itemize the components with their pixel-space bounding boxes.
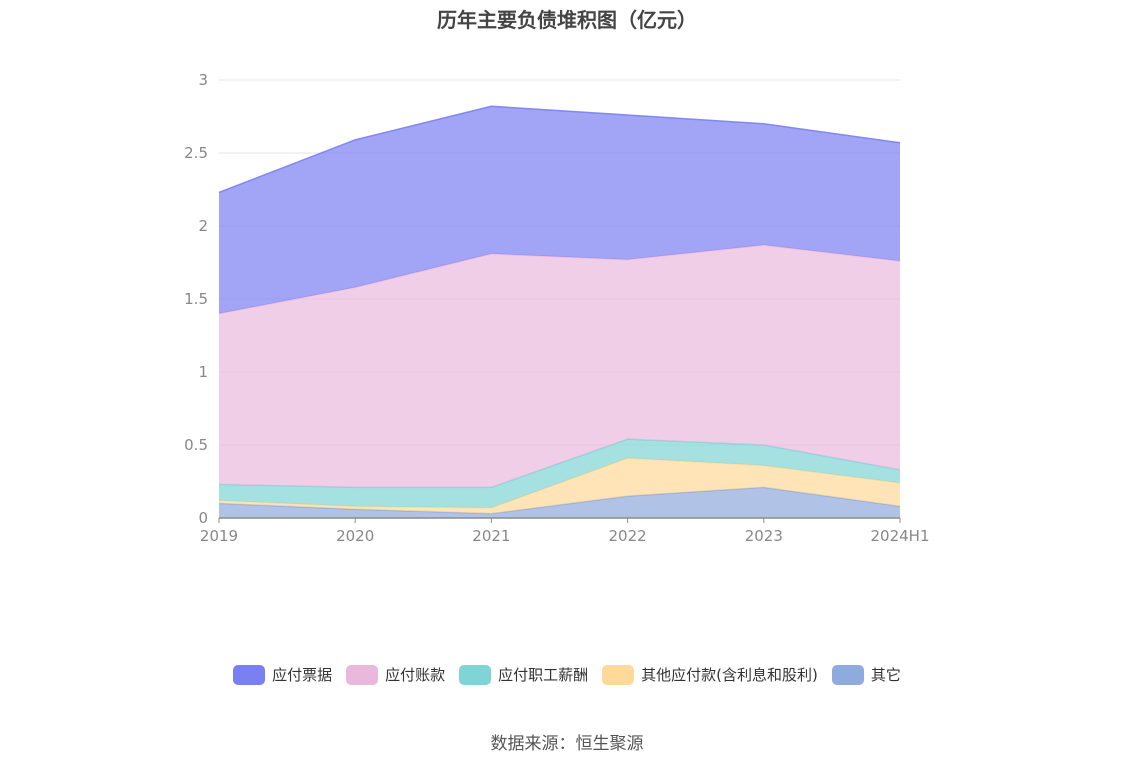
legend: 应付票据 应付账款 应付职工薪酬 其他应付款(含利息和股利) 其它 — [0, 664, 1134, 685]
legend-label: 其他应付款(含利息和股利) — [641, 666, 818, 684]
x-tick-label: 2024H1 — [871, 527, 930, 545]
legend-item-2[interactable]: 应付职工薪酬 — [459, 664, 588, 685]
y-tick-label: 0 — [198, 509, 208, 527]
x-tick-label: 2019 — [200, 527, 238, 545]
y-tick-label: 2.5 — [184, 144, 208, 162]
y-tick-label: 3 — [198, 71, 208, 89]
area-series-3 — [219, 244, 900, 488]
legend-label: 应付账款 — [385, 666, 446, 684]
legend-swatch — [346, 664, 379, 685]
legend-label: 应付职工薪酬 — [498, 666, 589, 684]
line-series-4 — [218, 105, 901, 194]
y-tick-label: 1 — [198, 363, 208, 381]
area-series-4 — [219, 106, 900, 314]
legend-item-3[interactable]: 其他应付款(含利息和股利) — [602, 664, 818, 685]
chart-title: 历年主要负债堆积图（亿元） — [437, 8, 697, 32]
y-tick-label: 2 — [198, 217, 208, 235]
x-tick-label: 2020 — [336, 527, 374, 545]
legend-swatch — [233, 664, 266, 685]
legend-swatch — [602, 664, 635, 685]
legend-item-1[interactable]: 应付账款 — [346, 664, 445, 685]
legend-swatch — [831, 664, 864, 685]
legend-swatch — [459, 664, 492, 685]
legend-item-4[interactable]: 其它 — [831, 664, 901, 685]
x-tick-label: 2022 — [609, 527, 647, 545]
area-series-2 — [219, 439, 900, 508]
area-series-1 — [219, 458, 900, 514]
legend-item-0[interactable]: 应付票据 — [233, 664, 332, 685]
y-tick-label: 1.5 — [184, 290, 208, 308]
x-tick-label: 2021 — [472, 527, 510, 545]
data-source-note: 数据来源：恒生聚源 — [490, 734, 644, 754]
y-tick-label: 0.5 — [184, 436, 208, 454]
x-tick-label: 2023 — [745, 527, 783, 545]
legend-label: 其它 — [870, 666, 901, 684]
legend-label: 应付票据 — [272, 666, 333, 684]
